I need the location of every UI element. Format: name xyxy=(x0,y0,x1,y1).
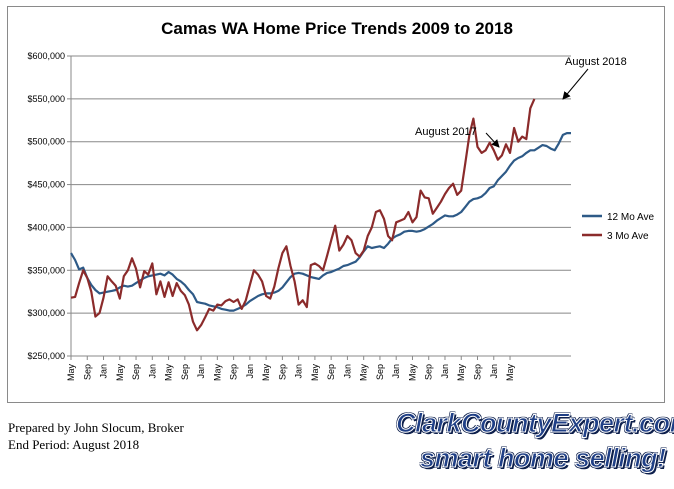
annotation-august-2017: August 2017 xyxy=(415,126,477,138)
x-tick-label: Jan xyxy=(391,364,401,379)
x-tick-label: May xyxy=(310,364,320,382)
y-tick-label: $350,000 xyxy=(27,265,65,275)
chart-frame: Camas WA Home Price Trends 2009 to 2018 … xyxy=(7,6,665,403)
x-tick-label: May xyxy=(212,364,222,382)
x-tick-label: Jan xyxy=(147,364,157,379)
brand-logo-text: ClarkCountyExpert.com xyxy=(395,408,674,439)
x-tick-label: May xyxy=(359,364,369,382)
y-tick-label: $300,000 xyxy=(27,308,65,318)
series-line-3-mo-ave xyxy=(70,98,536,332)
x-tick-label: May xyxy=(115,364,125,382)
annotation-arrow xyxy=(485,132,500,148)
annotation-arrow xyxy=(562,68,589,100)
x-tick-label: Sep xyxy=(131,364,141,380)
x-tick-label: Jan xyxy=(245,364,255,379)
x-tick-label: May xyxy=(407,364,417,382)
x-tick-label: Jan xyxy=(294,364,304,379)
x-tick-label: Jan xyxy=(489,364,499,379)
line-chart: $600,000 $550,000 $500,000 $450,000 $400,000… xyxy=(27,51,655,382)
prepared-by-text: Prepared by John Slocum, Broker xyxy=(8,420,184,435)
x-tick-label: May xyxy=(261,364,271,382)
y-tick-label: $450,000 xyxy=(27,180,65,190)
legend-label: 3 Mo Ave xyxy=(607,231,649,242)
x-tick-label: Sep xyxy=(375,364,385,380)
annotation-august-2018: August 2018 xyxy=(565,56,627,68)
x-tick-label: Sep xyxy=(82,364,92,380)
x-tick-label: Sep xyxy=(424,364,434,380)
y-tick-label: $600,000 xyxy=(27,51,65,61)
x-tick-label: Sep xyxy=(180,364,190,380)
x-tick-label: Jan xyxy=(342,364,352,379)
x-tick-label: Sep xyxy=(229,364,239,380)
x-tick-label: May xyxy=(164,364,174,382)
legend-label: 12 Mo Ave xyxy=(607,212,655,223)
y-tick-label: $500,000 xyxy=(27,137,65,147)
x-tick-label: Jan xyxy=(440,364,450,379)
x-tick-label: May xyxy=(66,364,76,382)
x-tick-label: Jan xyxy=(99,364,109,379)
x-tick-label: Jan xyxy=(196,364,206,379)
brand-tagline-text: smart home selling! xyxy=(420,443,667,474)
x-tick-label: May xyxy=(456,364,466,382)
x-tick-label: Sep xyxy=(473,364,483,380)
series-line-12-mo-ave xyxy=(70,131,571,312)
end-period-text: End Period: August 2018 xyxy=(8,437,140,452)
x-tick-label: May xyxy=(505,364,515,382)
y-tick-label: $400,000 xyxy=(27,222,65,232)
chart-title: Camas WA Home Price Trends 2009 to 2018 xyxy=(161,19,513,38)
y-tick-label: $550,000 xyxy=(27,94,65,104)
x-tick-label: Sep xyxy=(277,364,287,380)
y-tick-label: $250,000 xyxy=(27,351,65,361)
x-tick-label: Sep xyxy=(326,364,336,380)
